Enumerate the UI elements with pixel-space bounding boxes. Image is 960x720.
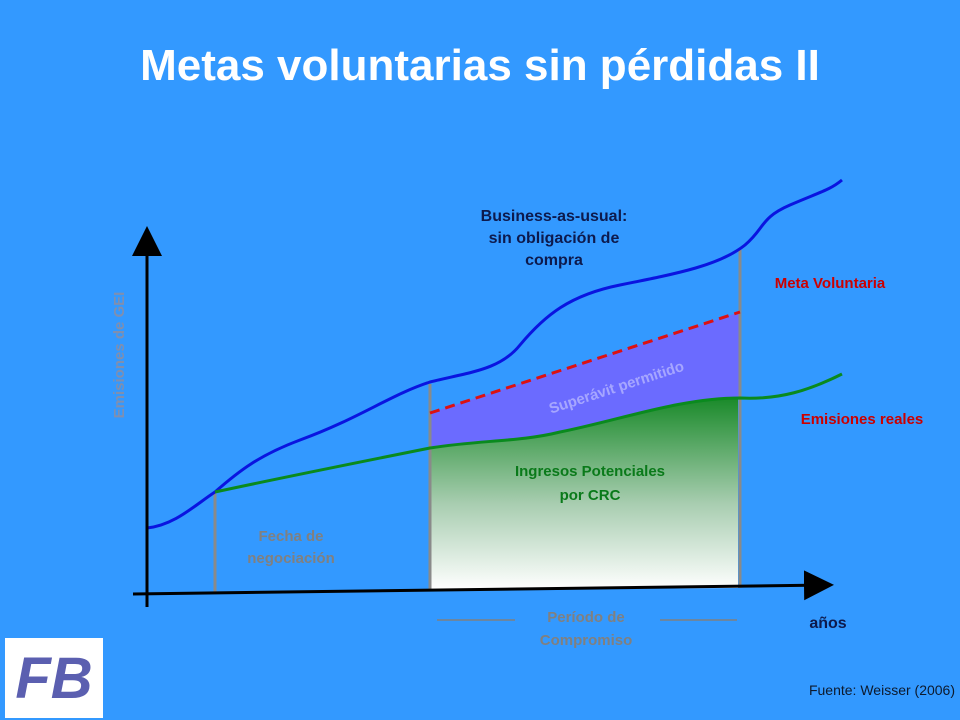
negotiation-label: Fecha de [258, 528, 323, 545]
x-axis-label: años [809, 615, 846, 632]
bau-label: compra [525, 252, 583, 269]
target-line [429, 310, 741, 415]
actual-label: Emisiones reales [801, 411, 924, 428]
period-label: Compromiso [540, 632, 633, 649]
bau-label: Business-as-usual: [481, 208, 628, 225]
surplus-area [430, 312, 740, 448]
title: Metas voluntarias sin pérdidas II [140, 41, 820, 90]
revenue-label: Ingresos Potenciales [515, 463, 665, 480]
negotiation-label: negociación [247, 550, 335, 567]
actual-curve [214, 372, 843, 494]
logo-box [5, 638, 103, 718]
x-axis [132, 570, 834, 601]
bau-curve [146, 178, 843, 530]
revenue-label: por CRC [560, 487, 621, 504]
target-label: Meta Voluntaria [775, 275, 886, 292]
bau-label: sin obligación de [489, 230, 620, 247]
period-label: Período de [547, 609, 625, 626]
source: Fuente: Weisser (2006) [809, 682, 955, 698]
y-axis-label: Emisiones de GEI [111, 292, 128, 419]
logo: FB [15, 646, 92, 711]
revenue-area [430, 398, 738, 590]
